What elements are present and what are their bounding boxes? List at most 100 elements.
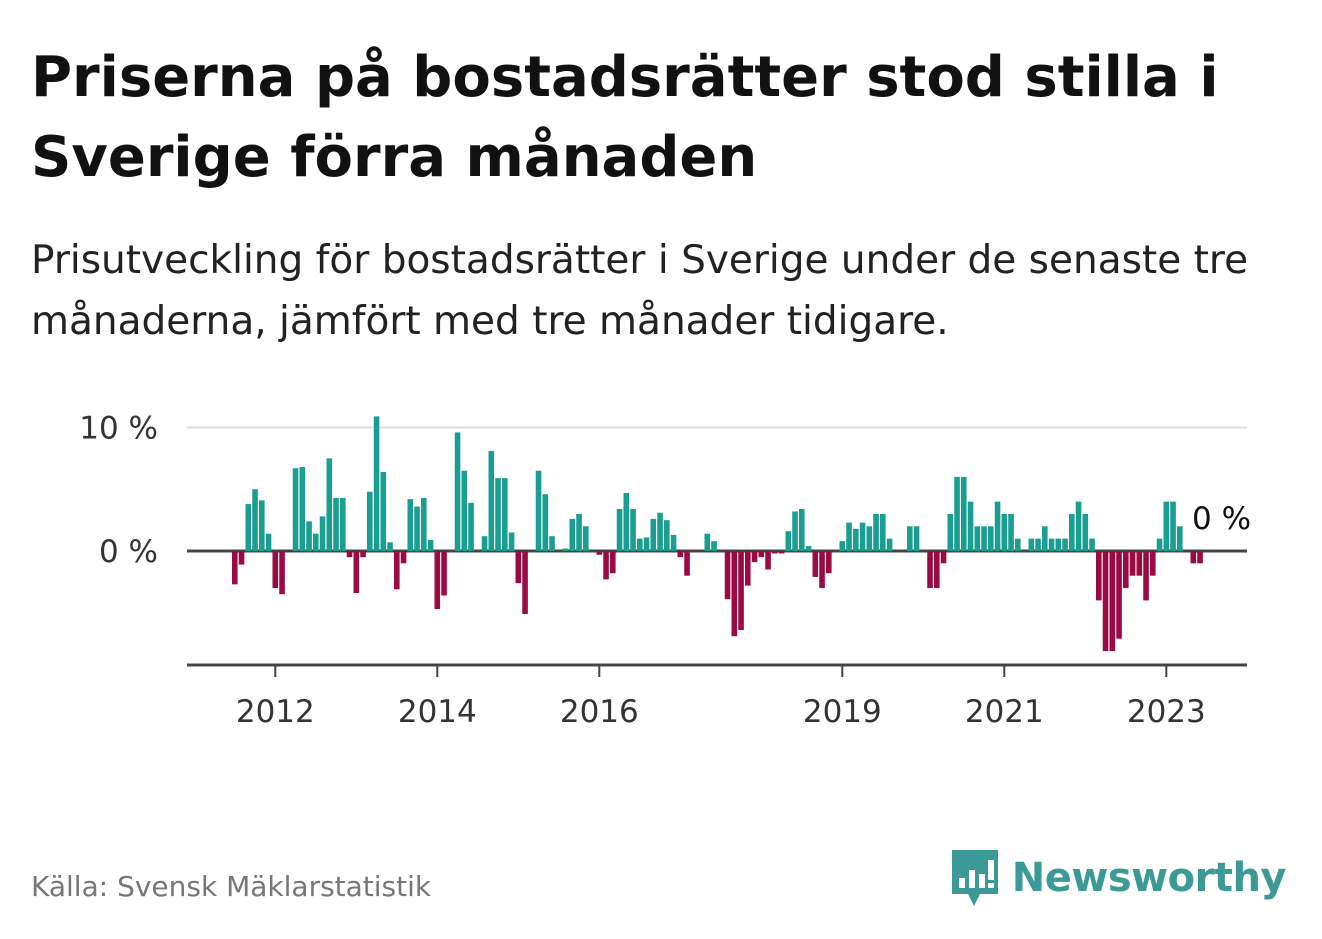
bar xyxy=(333,497,339,551)
bar xyxy=(1015,538,1021,551)
bar xyxy=(367,491,373,551)
bar xyxy=(751,551,758,563)
bar xyxy=(940,551,947,564)
bar xyxy=(745,551,751,586)
bar xyxy=(319,516,326,551)
bar xyxy=(724,551,731,600)
bar xyxy=(853,528,859,551)
bar xyxy=(765,551,771,570)
bar xyxy=(549,536,555,551)
bar-chart: 10 % 0 % 2012 2014 2016 2019 2021 2023 0 % xyxy=(79,411,1251,731)
x-tick-label: 2019 xyxy=(803,694,882,730)
bar xyxy=(1123,551,1129,589)
bar xyxy=(610,551,616,574)
bar xyxy=(454,432,461,551)
bar xyxy=(880,513,886,551)
bar xyxy=(346,551,353,558)
bar xyxy=(421,497,427,551)
newsworthy-logo-icon xyxy=(951,850,998,906)
bar xyxy=(711,541,717,551)
x-tick-label: 2021 xyxy=(965,694,1044,730)
bar xyxy=(326,458,333,552)
bar xyxy=(522,551,528,614)
bar xyxy=(805,546,812,551)
bar xyxy=(1075,501,1082,551)
x-tick-label: 2012 xyxy=(236,694,315,730)
bar xyxy=(630,509,636,551)
bar xyxy=(387,542,393,551)
bar xyxy=(292,468,299,551)
bar xyxy=(1069,513,1075,551)
bar xyxy=(596,551,603,555)
newsworthy-brand[interactable]: Newsworthy xyxy=(950,848,1287,908)
bar xyxy=(643,537,650,551)
bar xyxy=(1190,551,1197,564)
bar xyxy=(434,551,441,610)
bar xyxy=(1197,551,1203,564)
bar xyxy=(394,551,400,590)
bar xyxy=(637,538,643,551)
brand-name: Newsworthy xyxy=(1011,855,1287,901)
bar xyxy=(427,539,434,551)
bar xyxy=(1109,551,1116,652)
bar xyxy=(502,478,508,551)
source-note: Källa: Svensk Mäklarstatistik xyxy=(31,870,432,903)
bar xyxy=(664,520,670,552)
bar xyxy=(657,512,663,551)
bar xyxy=(414,506,420,551)
bar xyxy=(1035,538,1041,551)
bar xyxy=(1129,551,1136,576)
bar xyxy=(1177,526,1183,551)
bar xyxy=(873,513,879,551)
bar xyxy=(461,470,468,551)
bar xyxy=(360,551,366,558)
chart-title: Priserna på bostadsrätter stod stilla i … xyxy=(31,45,1219,190)
bar xyxy=(1156,538,1163,551)
bar xyxy=(407,499,414,551)
bar xyxy=(1143,551,1149,601)
bar xyxy=(886,538,893,551)
bar xyxy=(961,476,967,551)
bar xyxy=(306,521,312,551)
bar xyxy=(259,500,265,551)
bar xyxy=(1163,501,1170,551)
bar xyxy=(286,551,292,553)
bar xyxy=(792,511,798,551)
bar xyxy=(1055,538,1062,551)
bar xyxy=(1150,551,1156,576)
bar xyxy=(1096,551,1102,601)
bar xyxy=(967,501,974,551)
bar xyxy=(994,501,1001,551)
bar xyxy=(616,509,623,551)
bar xyxy=(846,522,852,551)
labels-layer: 10 % 0 % 2012 2014 2016 2019 2021 2023 0 % xyxy=(79,411,1251,731)
bar xyxy=(488,450,495,551)
bar xyxy=(380,471,387,551)
bar xyxy=(812,551,819,577)
bar xyxy=(1042,526,1048,551)
bar xyxy=(738,551,744,631)
x-tick-label: 2023 xyxy=(1127,694,1206,730)
bar xyxy=(441,551,447,596)
bar xyxy=(650,518,657,551)
bar xyxy=(778,551,785,554)
bar xyxy=(569,518,576,551)
bar xyxy=(1001,513,1008,551)
bar xyxy=(1116,551,1122,639)
bar xyxy=(859,522,866,551)
bar xyxy=(1102,551,1109,652)
bar xyxy=(400,551,407,564)
bar xyxy=(988,526,994,551)
bar xyxy=(373,416,380,551)
bar xyxy=(1062,538,1068,551)
bar xyxy=(799,509,805,551)
bar xyxy=(731,551,738,637)
bar xyxy=(927,551,933,589)
bar xyxy=(265,533,272,551)
bar xyxy=(819,551,825,589)
bar xyxy=(974,526,981,551)
y-tick-label: 10 % xyxy=(79,411,158,447)
bar xyxy=(232,551,238,585)
bar xyxy=(279,551,285,595)
bar xyxy=(353,551,360,593)
